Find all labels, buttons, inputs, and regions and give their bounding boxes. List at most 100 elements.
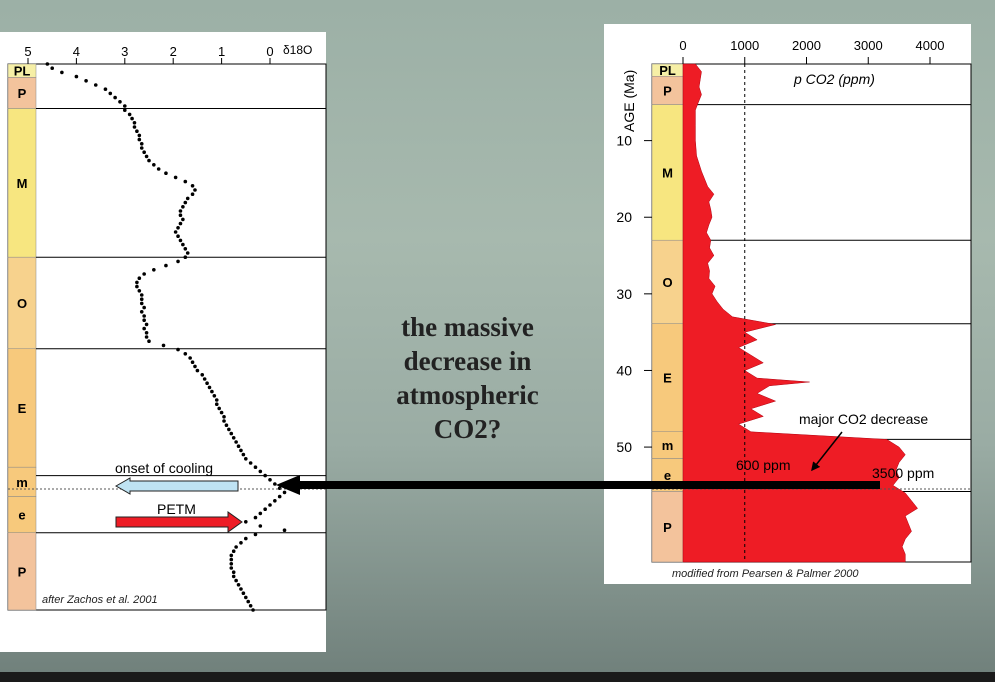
isotope-point-91: [236, 444, 241, 449]
isotope-point-124: [236, 583, 241, 587]
isotope-point-72: [193, 364, 197, 369]
isotope-point-60: [142, 314, 146, 318]
isotope-point-28: [183, 179, 188, 184]
isotope-point-38: [178, 221, 183, 226]
right-y-axis: 10 20 30 40 50: [616, 133, 652, 455]
right-period-strip: PL P M O Eme P: [651, 63, 684, 563]
isotope-point-2: [60, 70, 64, 75]
period-label-7: P: [18, 564, 27, 579]
isotope-point-47: [176, 259, 180, 264]
right-y-tick-label-0: 10: [616, 133, 632, 149]
right-x-tick-label-2: 2000: [792, 38, 821, 53]
isotope-point-90: [234, 440, 238, 444]
isotope-point-114: [239, 541, 243, 545]
right-x-tick-label-4: 4000: [916, 38, 945, 53]
isotope-point-51: [137, 276, 142, 281]
isotope-point-40: [173, 230, 178, 234]
isotope-point-109: [244, 520, 248, 524]
right-x-tick-label-3: 3000: [854, 38, 883, 53]
isotope-point-26: [164, 171, 168, 175]
isotope-point-108: [253, 515, 258, 520]
isotope-point-9: [118, 100, 122, 104]
isotope-point-12: [127, 112, 132, 117]
onset-of-cooling-label: onset of cooling: [115, 460, 213, 476]
isotope-point-63: [142, 326, 146, 331]
isotope-point-8: [113, 95, 117, 100]
isotope-point-57: [139, 301, 144, 306]
major-co2-decrease-arrow: [811, 431, 843, 472]
isotope-point-94: [244, 457, 248, 461]
left-x-axis: 5 4 3 2 1 0: [24, 44, 274, 64]
isotope-point-117: [229, 553, 234, 558]
period-band-5: [7, 466, 37, 497]
slide-bottom-bar: [0, 672, 995, 682]
isotope-point-113: [244, 536, 248, 541]
isotope-point-81: [214, 402, 219, 407]
isotope-point-129: [248, 604, 253, 608]
isotope-point-125: [239, 587, 243, 591]
isotope-point-77: [207, 385, 212, 390]
isotope-point-64: [144, 331, 149, 335]
period-label-6: e: [664, 468, 671, 483]
isotope-point-127: [244, 595, 248, 600]
period-label-3: O: [17, 296, 27, 311]
isotope-point-67: [161, 343, 166, 348]
right-y-axis-label: AGE (Ma): [621, 70, 637, 132]
isotope-point-19: [139, 142, 144, 146]
isotope-point-92: [239, 448, 243, 453]
isotope-point-30: [193, 188, 197, 192]
isotope-point-44: [183, 247, 188, 251]
isotope-point-43: [181, 242, 185, 247]
isotope-point-29: [190, 184, 195, 188]
period-band-7: [651, 491, 684, 563]
isotope-point-115: [234, 545, 238, 549]
3500-ppm-label: 3500 ppm: [872, 465, 934, 481]
left-x-tick-label-2: 3: [121, 44, 128, 59]
isotope-point-104: [273, 499, 277, 503]
isotope-point-65: [144, 335, 149, 339]
isotope-point-50: [142, 272, 146, 276]
left-x-tick-label-3: 2: [170, 44, 177, 59]
isotope-point-105: [268, 503, 272, 507]
isotope-point-82: [217, 406, 221, 411]
right-x-tick-label-1: 1000: [730, 38, 759, 53]
period-label-2: M: [662, 165, 673, 180]
isotope-point-111: [282, 528, 287, 532]
isotope-point-32: [185, 196, 190, 201]
isotope-point-31: [190, 192, 195, 196]
period-label-4: E: [18, 401, 27, 416]
period-band-1: [7, 77, 37, 109]
isotope-point-1: [50, 66, 54, 70]
co2-chart: PL P M O Eme P 0 1000 2000 3000 4000 10 20 30 40 50 A…: [604, 24, 972, 584]
major-co2-decrease-label: major CO2 decrease: [799, 411, 928, 427]
isotope-point-93: [241, 452, 246, 457]
isotope-point-48: [164, 263, 168, 268]
period-band-2: [651, 104, 684, 241]
isotope-point-33: [183, 200, 188, 205]
right-x-axis: 0 1000 2000 3000 4000: [679, 38, 944, 64]
caption-line: the massive: [401, 312, 534, 342]
isotope-point-14: [132, 121, 137, 125]
isotope-point-107: [258, 511, 263, 516]
petm-arrow: [115, 511, 243, 533]
right-y-tick-label-1: 20: [616, 209, 632, 225]
isotope-point-18: [137, 137, 142, 142]
isotope-point-70: [188, 356, 192, 360]
isotope-point-34: [181, 205, 185, 209]
isotope-point-3: [74, 74, 79, 79]
isotope-point-25: [156, 167, 161, 171]
isotope-point-41: [176, 234, 180, 238]
isotope-point-112: [253, 532, 258, 537]
isotope-point-75: [202, 377, 207, 381]
oxygen-isotope-points: [45, 62, 287, 612]
isotope-point-68: [176, 347, 180, 352]
isotope-point-71: [190, 360, 195, 365]
connecting-arrow: [276, 475, 880, 495]
isotope-point-36: [178, 213, 183, 217]
left-x-tick-label-0: 5: [24, 44, 31, 59]
right-y-tick-label-3: 40: [616, 362, 632, 378]
isotope-point-61: [142, 318, 146, 323]
isotope-point-85: [222, 419, 226, 423]
period-band-4: [7, 348, 37, 468]
period-band-1: [651, 76, 684, 105]
